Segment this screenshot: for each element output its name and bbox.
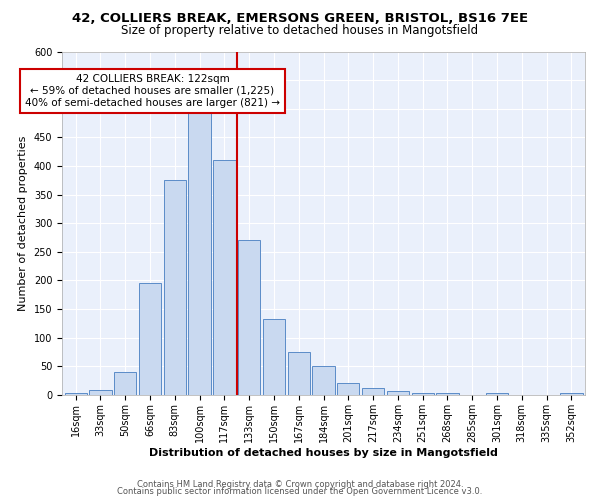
Bar [560,393,583,395]
Text: Size of property relative to detached houses in Mangotsfield: Size of property relative to detached ho… [121,24,479,37]
Text: Contains HM Land Registry data © Crown copyright and database right 2024.: Contains HM Land Registry data © Crown c… [137,480,463,489]
Bar [313,366,335,395]
Y-axis label: Number of detached properties: Number of detached properties [18,136,28,311]
Bar [337,384,359,395]
Text: 42 COLLIERS BREAK: 122sqm
← 59% of detached houses are smaller (1,225)
40% of se: 42 COLLIERS BREAK: 122sqm ← 59% of detac… [25,74,280,108]
Bar [65,393,87,395]
Bar [164,180,186,395]
Bar [486,392,508,395]
Bar [436,393,458,395]
X-axis label: Distribution of detached houses by size in Mangotsfield: Distribution of detached houses by size … [149,448,498,458]
Bar [139,284,161,395]
Text: 42, COLLIERS BREAK, EMERSONS GREEN, BRISTOL, BS16 7EE: 42, COLLIERS BREAK, EMERSONS GREEN, BRIS… [72,12,528,26]
Bar [114,372,136,395]
Text: Contains public sector information licensed under the Open Government Licence v3: Contains public sector information licen… [118,487,482,496]
Bar [387,391,409,395]
Bar [213,160,236,395]
Bar [188,108,211,395]
Bar [287,352,310,395]
Bar [362,388,384,395]
Bar [263,320,285,395]
Bar [89,390,112,395]
Bar [412,392,434,395]
Bar [238,240,260,395]
